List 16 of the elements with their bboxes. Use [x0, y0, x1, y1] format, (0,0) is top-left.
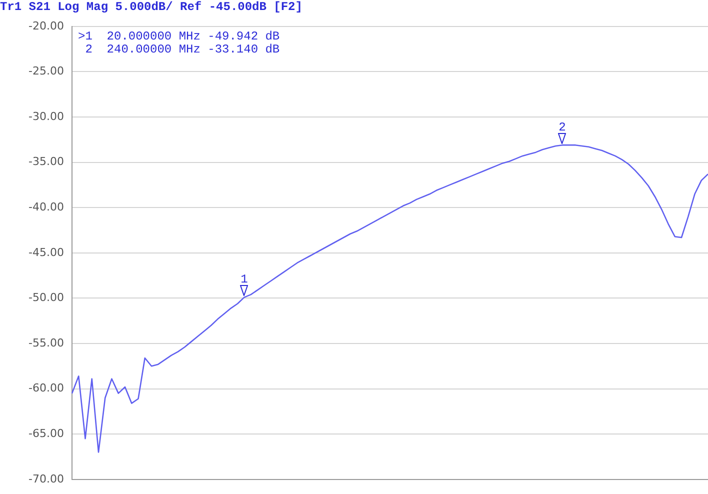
y-tick-label: -50.00: [28, 291, 64, 304]
y-tick-label: -45.00: [28, 246, 64, 259]
y-tick-label: -70.00: [28, 472, 64, 486]
y-tick-label: -65.00: [28, 426, 64, 440]
chart-title: Tr1 S21 Log Mag 5.000dB/ Ref -45.00dB [F2]: [0, 0, 302, 14]
y-tick-label: -60.00: [28, 382, 64, 395]
annotation: 2: [558, 120, 566, 134]
annotation: >1 20.000000 MHz -49.942 dB: [78, 30, 280, 44]
y-tick-label: -25.00: [28, 64, 64, 78]
annotation: 2 240.00000 MHz -33.140 dB: [78, 42, 280, 57]
y-tick-label: -35.00: [28, 155, 64, 168]
y-tick-label: -30.00: [28, 110, 64, 123]
y-tick-label: -40.00: [28, 200, 64, 214]
annotation: 1: [240, 272, 248, 286]
y-tick-label: -20.00: [28, 19, 64, 32]
y-tick-label: -55.00: [28, 336, 64, 350]
